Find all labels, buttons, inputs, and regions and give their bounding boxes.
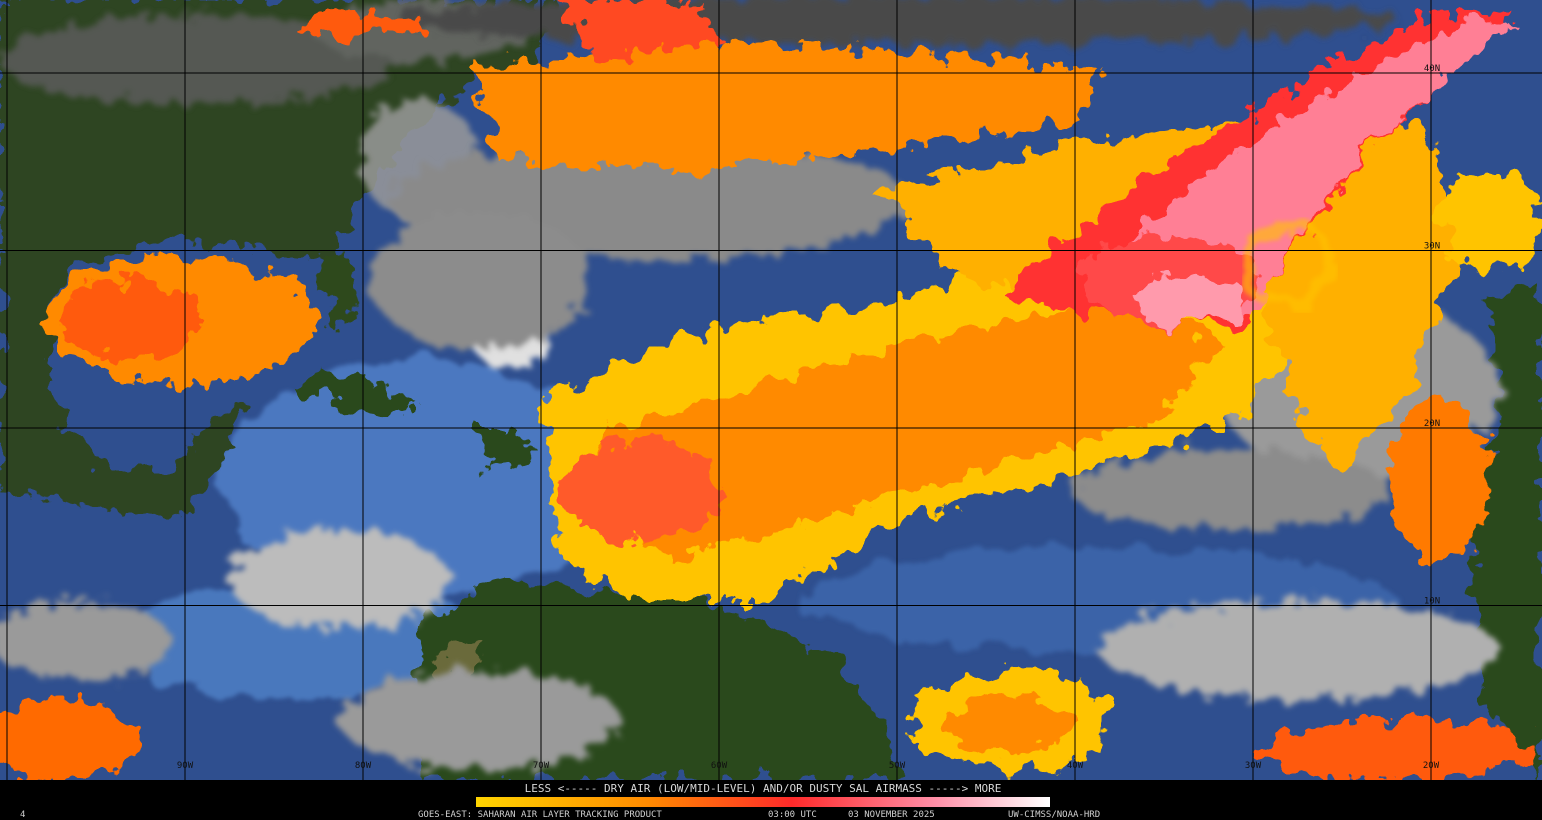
date: 03 NOVEMBER 2025: [848, 810, 935, 820]
scale-caption: LESS <----- DRY AIR (LOW/MID-LEVEL) AND/…: [525, 782, 1002, 795]
latitude-label: 10N: [1424, 597, 1440, 607]
latitude-label: 20N: [1424, 419, 1440, 429]
credit: UW-CIMSS/NOAA-HRD: [1008, 810, 1100, 820]
longitude-label: 40W: [1067, 761, 1084, 771]
longitude-label: 30W: [1245, 761, 1262, 771]
longitude-label: 90W: [177, 761, 194, 771]
cyclone-swirl: [1245, 220, 1335, 310]
longitude-label: 70W: [533, 761, 550, 771]
product-name: GOES-EAST: SAHARAN AIR LAYER TRACKING PR…: [418, 810, 662, 820]
color-scale: [476, 797, 1050, 807]
time: 03:00 UTC: [768, 810, 817, 820]
graticule: [0, 0, 1542, 780]
latitude-label: 30N: [1424, 242, 1440, 252]
longitude-label: 20W: [1423, 761, 1440, 771]
latitude-label: 40N: [1424, 64, 1440, 74]
dry-air: [0, 0, 1540, 780]
longitude-label: 80W: [355, 761, 372, 771]
graticule-labels: 90W 80W 70W 60W 50W 40W 30W 20W 40N 30N 20N 10N: [177, 64, 1440, 771]
longitude-label: 60W: [711, 761, 728, 771]
longitude-label: 50W: [889, 761, 906, 771]
frame-number: 4: [20, 810, 25, 820]
